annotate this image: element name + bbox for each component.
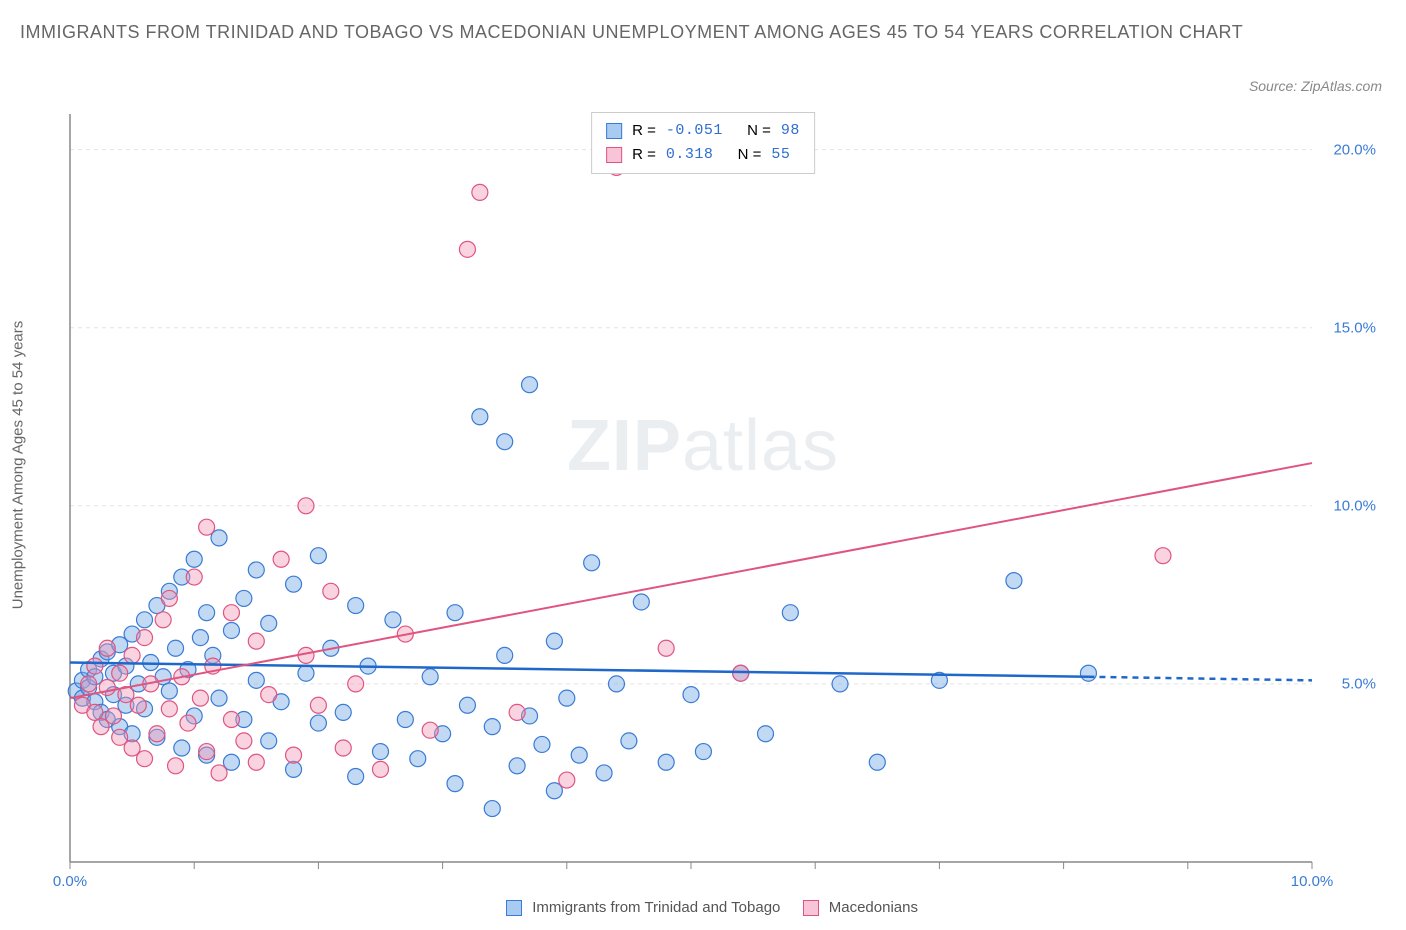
source-label: Source: ZipAtlas.com: [1249, 78, 1382, 94]
swatch-pink-icon: [606, 147, 622, 163]
legend-label-pink: Macedonians: [829, 899, 918, 916]
stats-row-pink: R = 0.318 N = 55: [606, 143, 800, 167]
y-tick-label: 5.0%: [1342, 675, 1376, 692]
x-tick-label: 0.0%: [53, 873, 87, 890]
r-label: R =: [632, 119, 656, 143]
stats-legend: R = -0.051 N = 98 R = 0.318 N = 55: [591, 112, 815, 174]
swatch-blue-icon: [606, 123, 622, 139]
n-label: N =: [738, 143, 762, 167]
x-tick-label: 10.0%: [1291, 873, 1334, 890]
r-label: R =: [632, 143, 656, 167]
bottom-legend: Immigrants from Trinidad and Tobago Mace…: [0, 899, 1406, 916]
chart-title: IMMIGRANTS FROM TRINIDAD AND TOBAGO VS M…: [20, 18, 1386, 47]
chart-container: [60, 110, 1382, 890]
scatter-chart: [60, 110, 1382, 890]
n-value-pink: 55: [771, 143, 790, 167]
r-value-blue: -0.051: [666, 119, 723, 143]
swatch-blue-icon: [506, 900, 522, 916]
y-tick-label: 15.0%: [1333, 319, 1376, 336]
n-label: N =: [747, 119, 771, 143]
r-value-pink: 0.318: [666, 143, 714, 167]
swatch-pink-icon: [803, 900, 819, 916]
legend-label-blue: Immigrants from Trinidad and Tobago: [532, 899, 780, 916]
stats-row-blue: R = -0.051 N = 98: [606, 119, 800, 143]
y-tick-label: 10.0%: [1333, 497, 1376, 514]
y-axis-label: Unemployment Among Ages 45 to 54 years: [10, 321, 27, 610]
y-tick-label: 20.0%: [1333, 141, 1376, 158]
n-value-blue: 98: [781, 119, 800, 143]
